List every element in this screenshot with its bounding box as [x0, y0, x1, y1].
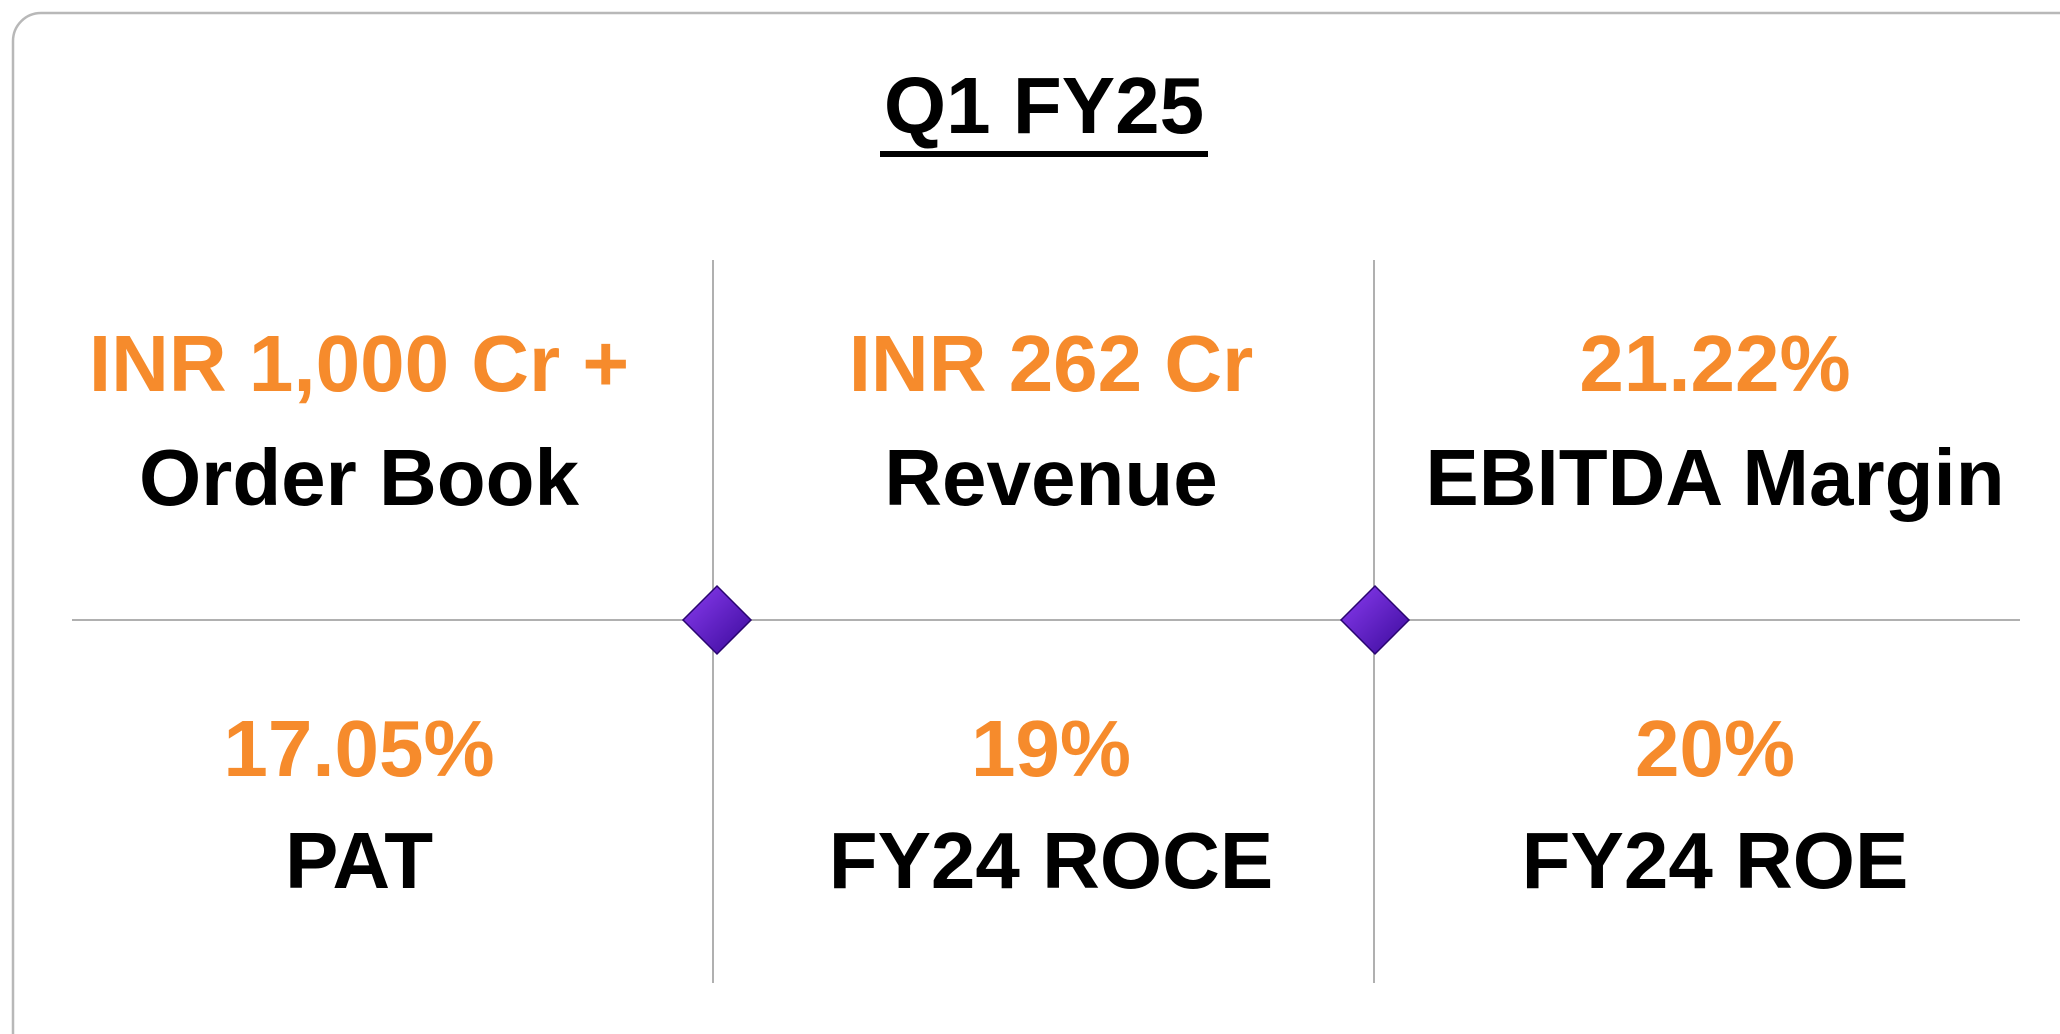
- metric-grid: INR 1,000 Cr + Order Book INR 262 Cr Revenu…: [89, 319, 2005, 905]
- diamond: [681, 584, 753, 656]
- diamond: [1339, 584, 1411, 656]
- metric-value: INR 262 Cr: [849, 319, 1254, 408]
- metric-value: 17.05%: [223, 704, 494, 793]
- metric-label: Revenue: [884, 433, 1217, 522]
- metric-label: FY24 ROE: [1522, 816, 1909, 905]
- metric-label: EBITDA Margin: [1425, 433, 2004, 522]
- metric-value: 19%: [971, 704, 1131, 793]
- metric-label: PAT: [285, 816, 433, 905]
- metric-label: FY24 ROCE: [829, 816, 1274, 905]
- metric-value: INR 1,000 Cr +: [89, 319, 629, 408]
- metric-value: 21.22%: [1579, 319, 1850, 408]
- title: Q1 FY25: [884, 61, 1204, 150]
- card-border: [11, 11, 2060, 1034]
- metric-label: Order Book: [139, 433, 580, 522]
- metric-value: 20%: [1635, 704, 1795, 793]
